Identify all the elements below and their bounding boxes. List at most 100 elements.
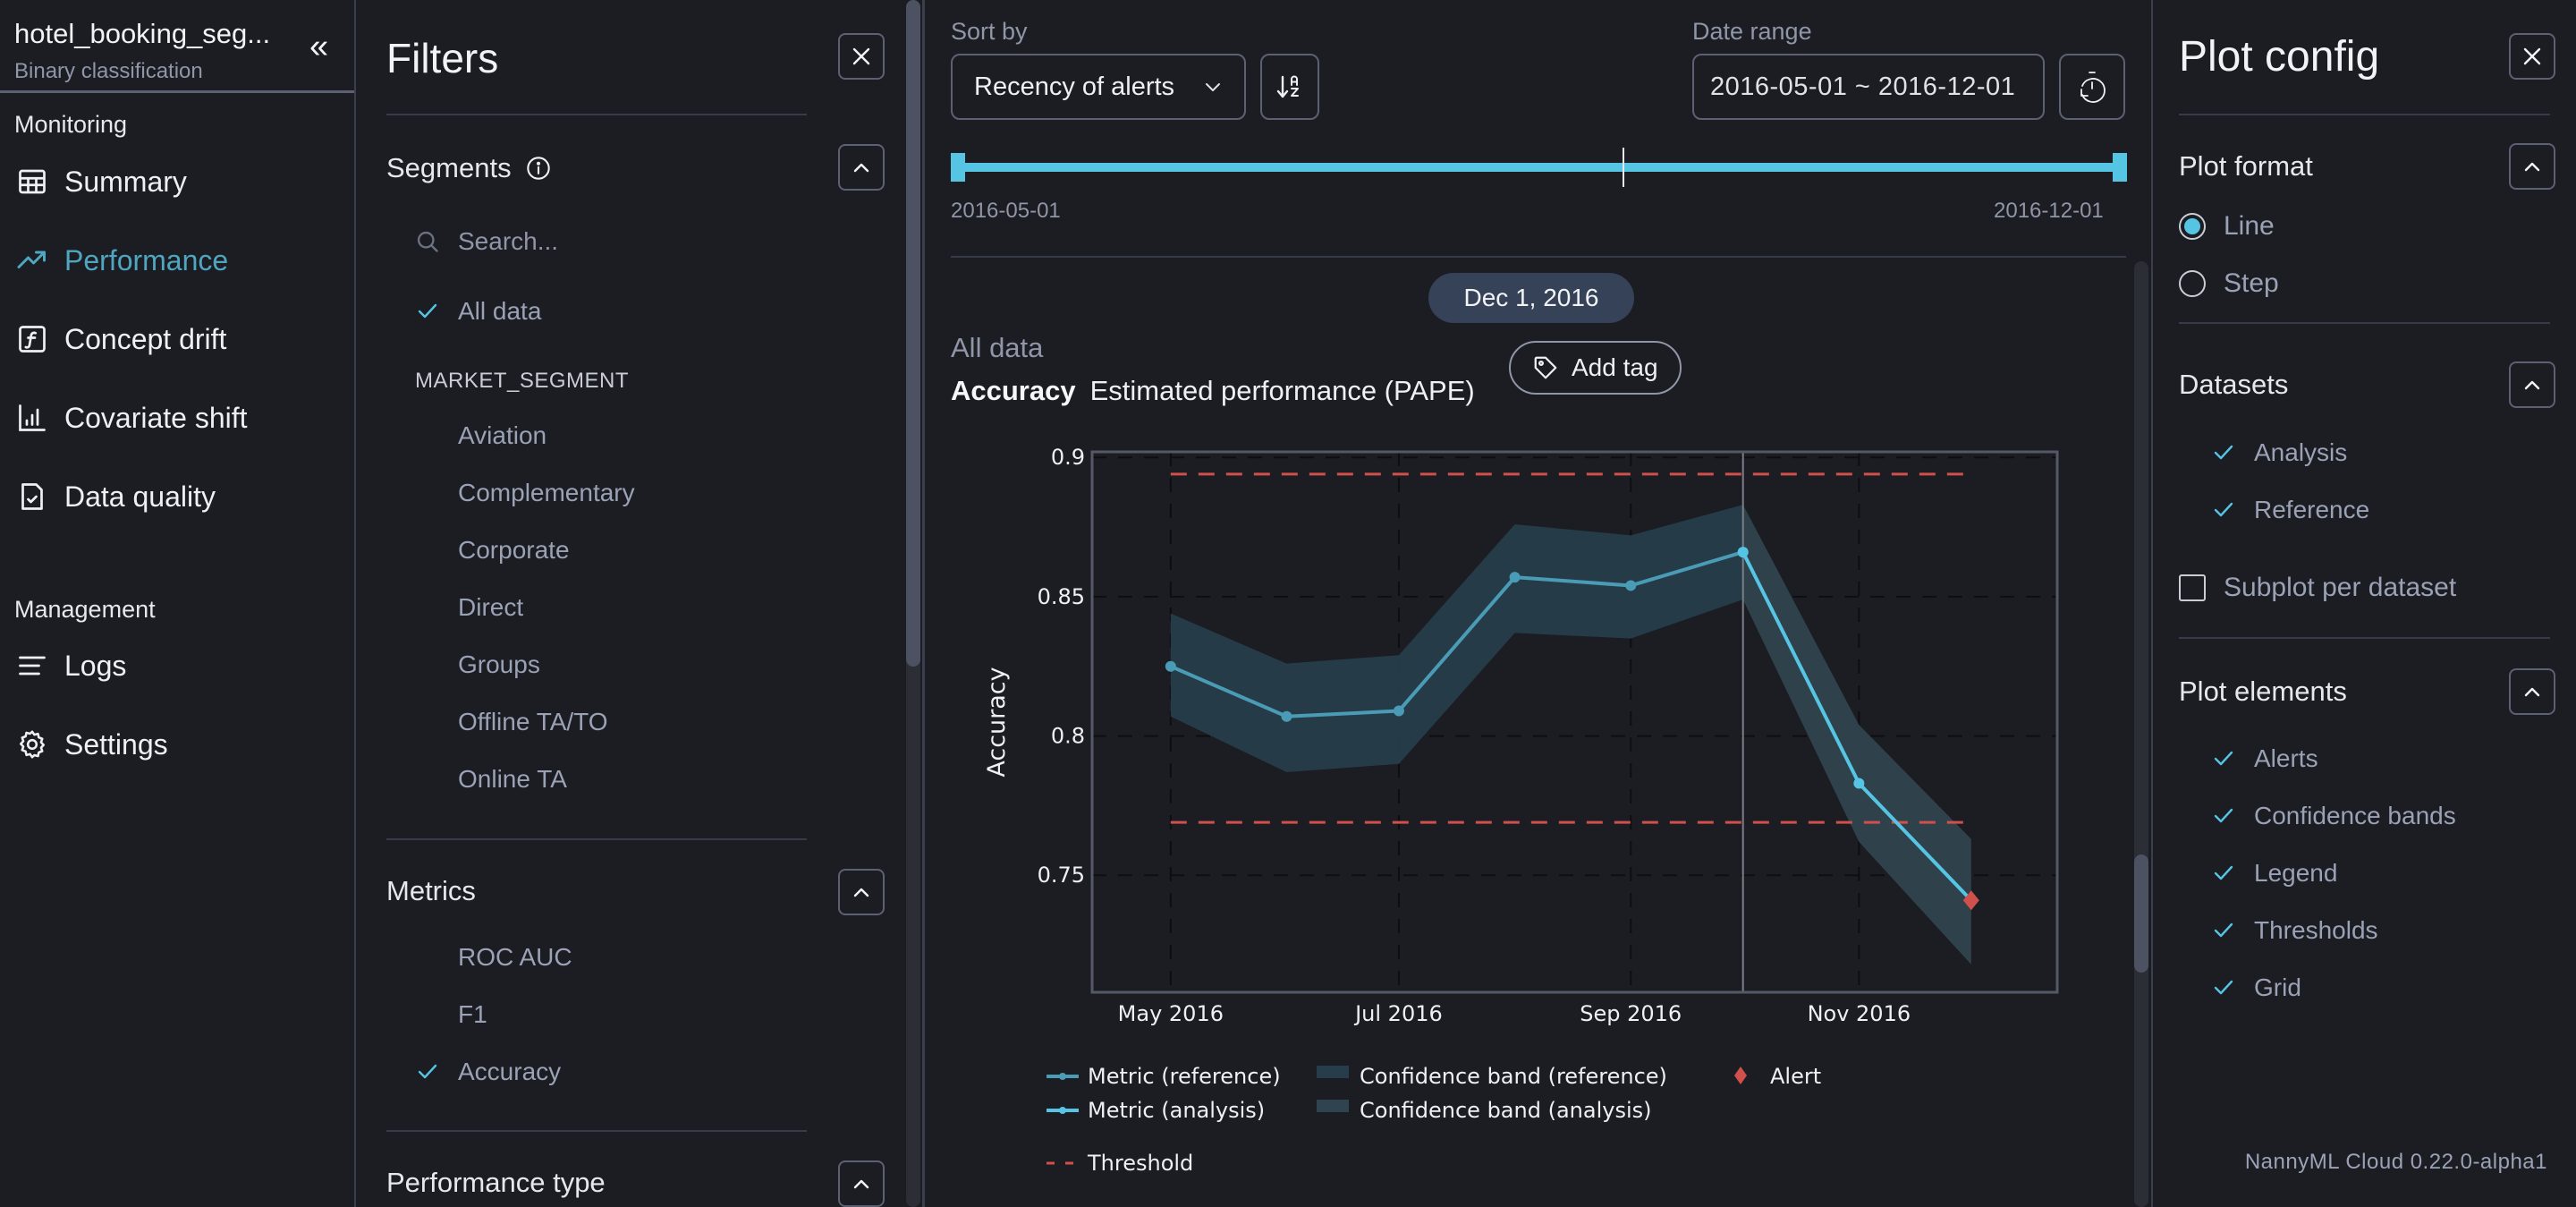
main-scrollbar-thumb[interactable] [2134,854,2148,973]
confidence-band-analysis [1742,505,1971,965]
option-label: Accuracy [458,1058,562,1085]
sidebar-item-data-quality[interactable]: Data quality [14,472,345,522]
function-icon [14,321,50,357]
collapse-performance-type-button[interactable] [838,1160,885,1207]
collapse-datasets-button[interactable] [2509,361,2555,408]
metric-reference-point [1165,660,1176,672]
option-label: Complementary [458,479,635,506]
y-tick-label: 0.75 [1038,863,1085,888]
sort-by-select[interactable]: Recency of alerts [951,54,1246,120]
dataset-option-analysis[interactable]: Analysis [2211,438,2347,467]
range-start-label: 2016-05-01 [951,199,1061,223]
search-icon [417,231,438,252]
plot-element-grid[interactable]: Grid [2211,973,2301,1002]
sidebar-item-label: Covariate shift [64,401,248,434]
info-icon[interactable] [526,156,551,181]
dataset-option-reference[interactable]: Reference [2211,496,2369,524]
sidebar-item-concept-drift[interactable]: Concept drift [14,314,345,364]
chevron-up-icon [853,888,869,897]
plot-config-title: Plot config [2179,33,2380,81]
chevron-up-icon [853,163,869,173]
main-content: Sort by Recency of alerts Date range 201… [928,0,2153,1207]
segment-option[interactable]: Online TA [415,765,567,794]
filters-panel: Filters Segments All data MARKET_SEGMENT… [358,0,925,1207]
segment-option[interactable]: Complementary [415,479,635,507]
table-icon [14,164,50,200]
date-range-slider-track[interactable] [951,163,2126,172]
filters-scrollbar-thumb[interactable] [906,0,920,667]
divider [386,838,807,840]
segment-option[interactable]: Corporate [415,536,570,565]
option-label: Analysis [2254,438,2348,466]
segment-option[interactable]: Groups [415,650,540,679]
metric-reference-line [1170,550,1744,718]
sidebar-item-label: Settings [64,727,168,761]
chevron-down-icon [1206,83,1220,91]
collapse-sidebar-button[interactable]: « [309,30,340,66]
sidebar-item-label: Performance [64,243,229,276]
metric-option-accuracy[interactable]: Accuracy [415,1058,561,1086]
app-version: NannyML Cloud 0.22.0-alpha1 [2244,1150,2547,1174]
check-icon [2211,807,2236,825]
option-label: Line [2224,211,2275,241]
legend-metric-analysis-swatch-dot [1059,1107,1066,1114]
metric-option-f1[interactable]: F1 [415,1000,487,1029]
collapse-metrics-button[interactable] [838,869,885,915]
subplot-per-dataset-checkbox[interactable]: Subplot per dataset [2179,573,2456,603]
collapse-plot-format-button[interactable] [2509,143,2555,190]
range-end-label: 2016-12-01 [1994,199,2104,223]
model-name[interactable]: hotel_booking_seg... [14,18,271,49]
collapse-segments-button[interactable] [838,144,885,191]
y-tick-label: 0.8 [1051,724,1085,749]
plot-format-line-radio[interactable]: Line [2179,211,2275,242]
plot-element-alerts[interactable]: Alerts [2211,744,2318,773]
sidebar-item-performance[interactable]: Performance [14,235,345,285]
segment-option[interactable]: Direct [415,593,523,622]
plot-format-step-radio[interactable]: Step [2179,268,2279,299]
sidebar-item-logs[interactable]: Logs [14,641,345,691]
option-label: Thresholds [2254,916,2378,944]
performance-chart[interactable]: 0.75 0.8 0.85 0.9 May 2016 Jul 2016 Sep 2016 No… [928,0,2131,1207]
divider [386,114,807,115]
reset-date-range-button[interactable] [2059,54,2125,120]
date-range-value: 2016-05-01 ~ 2016-12-01 [1710,72,2016,101]
sidebar-item-summary[interactable]: Summary [14,157,345,207]
collapse-plot-elements-button[interactable] [2509,668,2555,715]
segment-option[interactable]: Aviation [415,421,547,450]
divider [2179,637,2550,639]
metric-option-roc-auc[interactable]: ROC AUC [415,943,572,972]
sidebar-item-label: Logs [64,649,127,682]
option-label: Subplot per dataset [2224,573,2457,602]
sidebar-item-label: Summary [64,165,187,198]
sidebar-item-settings[interactable]: Settings [14,719,345,769]
checkbox-empty-icon [2179,574,2206,601]
nav-section-management: Management [14,596,156,623]
date-range-input[interactable]: 2016-05-01 ~ 2016-12-01 [1692,54,2045,120]
check-icon [415,302,440,320]
plot-element-thresholds[interactable]: Thresholds [2211,916,2378,945]
legend-alert-label: Alert [1770,1064,1821,1089]
add-tag-button[interactable]: Add tag [1509,341,1682,395]
filters-scrollbar[interactable] [906,0,920,1207]
sort-direction-button[interactable] [1260,54,1319,120]
main-scrollbar[interactable] [2134,261,2148,1207]
plot-element-legend[interactable]: Legend [2211,859,2337,888]
file-check-icon [14,479,50,514]
metric-reference-point [1509,572,1521,583]
x-tick-label: Jul 2016 [1353,1001,1443,1026]
date-range-start-handle[interactable] [951,153,965,182]
sidebar-item-covariate-shift[interactable]: Covariate shift [14,393,345,443]
date-range-end-handle[interactable] [2113,153,2127,182]
metric-analysis-point [1737,547,1749,558]
close-filters-button[interactable] [838,33,885,80]
close-plot-config-button[interactable] [2509,33,2555,80]
plot-element-confidence-bands[interactable]: Confidence bands [2211,802,2456,830]
segment-option-all-data[interactable]: All data [415,297,541,326]
option-label: All data [458,297,542,325]
legend-metric-analysis-label: Metric (analysis) [1088,1098,1265,1123]
bar-chart-icon [14,400,50,436]
segment-option[interactable]: Offline TA/TO [415,708,608,736]
segment-search[interactable] [415,227,816,256]
sidebar-item-label: Data quality [64,480,216,513]
segment-search-input[interactable] [458,227,816,256]
